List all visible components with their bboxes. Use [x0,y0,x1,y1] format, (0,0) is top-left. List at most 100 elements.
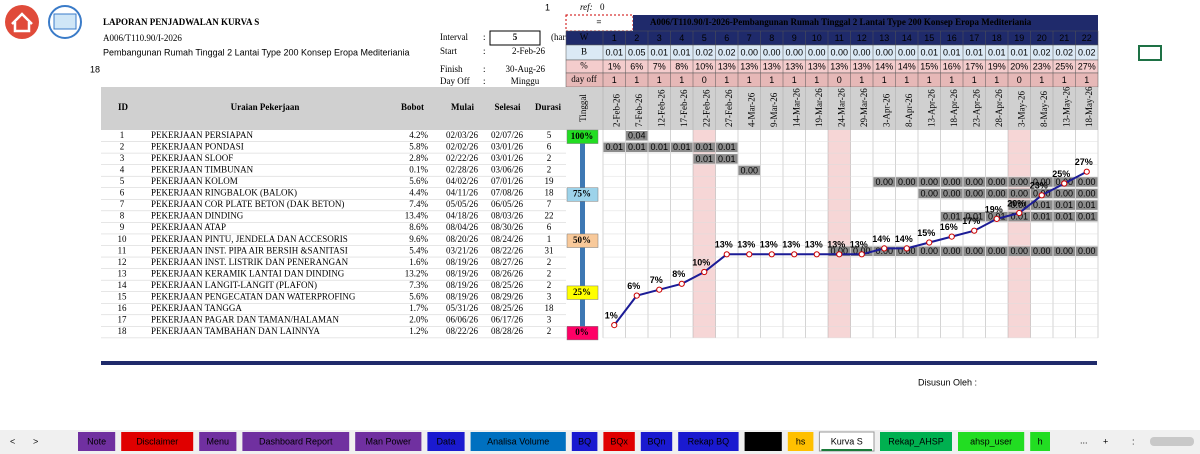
cell-value: 13% [763,61,781,71]
sheet-tab[interactable] [1030,432,1050,451]
sheet-tab-label[interactable]: Menu [207,436,230,446]
sheet-tab[interactable] [355,432,422,451]
scrollbar[interactable] [1150,437,1194,446]
sheet-tab[interactable] [880,432,952,451]
cell-value: 0.00 [830,47,848,57]
cell-value: 20% [1010,61,1028,71]
table-cell: 2 [547,257,552,267]
sheet-tab-label[interactable]: hs [796,436,806,446]
table-cell: 2.8% [409,153,428,163]
cell-value: 4 [679,33,684,43]
table-cell: 04/02/26 [446,176,479,186]
nav-add[interactable]: + [1103,436,1108,446]
sheet-tab-label[interactable]: Analisa Volume [487,436,549,446]
nav-menu[interactable]: : [1132,436,1135,446]
sheet-tab-label[interactable]: BQn [647,436,665,446]
gantt-label: 0.00 [1033,246,1051,256]
sheet-tab[interactable] [199,432,237,451]
ref-label: ref: [580,2,593,12]
gantt-label: 0.01 [1010,200,1028,210]
date-header: 14-Mar-26 [791,88,801,127]
sheet-tab-label[interactable]: h [1038,436,1043,446]
gantt-label: 0.01 [718,154,736,164]
date-header: 28-Apr-26 [994,89,1004,127]
sheet-tab-label[interactable]: Rekap BQ [688,436,730,446]
s-curve-point [1083,168,1090,175]
sheet-tab[interactable] [427,432,465,451]
nav-more[interactable]: ... [1080,435,1088,445]
gantt-cell [1008,246,1030,257]
cell-value: 0.00 [853,47,871,57]
table-cell: 08/19/26 [446,280,479,290]
progress-marker [566,187,599,202]
cell-value: 0.01 [920,47,938,57]
sheet-tab[interactable] [78,432,116,451]
gantt-label: 0.00 [965,246,983,256]
nav-prev[interactable]: < [10,436,15,446]
row-number: 18 [90,64,100,74]
date-header: 3-Apr-26 [881,93,891,127]
sheet-tab[interactable] [470,432,566,451]
gantt-label: 0.00 [1078,246,1096,256]
sheet-tab-label[interactable]: Dashboard Report [259,436,333,446]
home-icon[interactable] [5,5,39,39]
sheet-tab[interactable] [958,432,1025,451]
gantt-label: 0.01 [718,142,736,152]
sheet-tab-label[interactable]: Rekap_AHSP [888,436,944,446]
date-header: 3-May-26 [1016,91,1026,127]
sheet-tab-label[interactable]: Kurva S [831,436,863,446]
progress-header: Tinggal [578,94,588,122]
table-cell: 8 [120,211,125,221]
gantt-cell [918,177,940,187]
sheet-tab[interactable] [640,432,673,451]
s-curve-point [1016,209,1023,217]
info-sep: : [483,32,486,42]
table-cell: 05/05/26 [446,199,479,209]
column-header: Uraian Pekerjaan [231,102,300,112]
sheet-tab-label[interactable]: Data [436,436,455,446]
project: Pembangunan Rumah Tinggal 2 Lantai Type … [103,47,410,57]
cell-value: 9 [792,33,797,43]
gantt-cell [941,246,963,257]
sheet-tab-label[interactable]: BQx [610,436,628,446]
column-header: Bobot [401,102,424,112]
sheet-tab[interactable] [744,432,782,451]
sheet-tab[interactable] [121,432,194,451]
sheet-tab[interactable] [678,432,739,451]
table-cell: PEKERJAAN TIMBUNAN [151,164,254,174]
table-cell: 3 [547,292,552,302]
progress-marker [566,285,599,300]
sheet-tab-label[interactable]: BQ [578,436,591,446]
sheet-tab[interactable] [787,432,814,451]
row-label: B [581,47,587,57]
date-header: 23-Apr-26 [971,89,981,127]
cell-value: 25% [1055,61,1073,71]
sheet-tab-label[interactable]: Disclaimer [136,436,178,446]
gantt-cell [941,211,963,222]
table-cell: 1.6% [409,257,428,267]
sheet-tab-label[interactable]: Note [87,436,106,446]
progress-label: 100% [571,131,594,141]
nav-next[interactable]: > [33,436,38,446]
s-curve-label: 13% [737,240,755,250]
table-cell: 08/19/26 [446,257,479,267]
cell-value: 1 [634,75,639,85]
gantt-cell [941,188,963,199]
s-curve-label: 13% [827,240,845,250]
table-cell: PEKERJAAN LANGIT-LANGIT (PLAFON) [151,280,317,290]
column-header: Selesai [495,102,521,112]
sheet-tab-label[interactable]: ahsp_user [970,436,1012,446]
cell-value: 1 [612,33,617,43]
sheet-tab[interactable] [603,432,635,451]
sheet-tab[interactable] [242,432,350,451]
cell-value: 1 [972,75,977,85]
table-cell: 4 [120,164,125,174]
table-cell: PEKERJAAN PINTU, JENDELA DAN ACCESORIS [151,234,348,244]
gantt-cell [918,246,940,257]
table-cell: 14 [118,280,128,290]
sheet-tab[interactable] [571,432,598,451]
sheet-tab-label[interactable]: Man Power [366,436,412,446]
cell-value: 1 [949,75,954,85]
sheet-tab-label[interactable]: ahsp [753,436,773,446]
cell-value: 1 [769,75,774,85]
